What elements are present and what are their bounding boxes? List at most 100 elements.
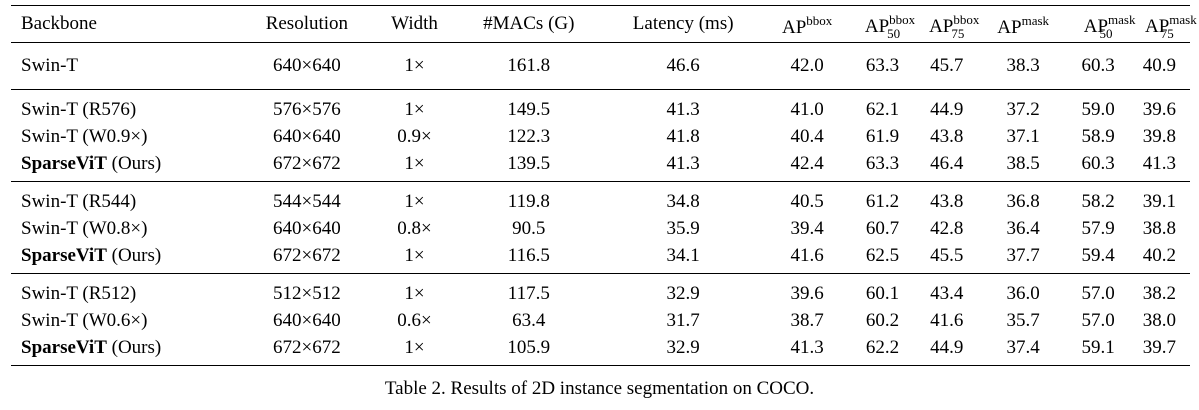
- cell-latency: 31.7: [666, 309, 700, 331]
- cell-latency: 41.8: [666, 125, 700, 147]
- backbone-name: SparseViT: [21, 244, 107, 266]
- cell-ap50-bbox: 60.7: [865, 217, 900, 239]
- cell-ap75-mask: 38.2: [1142, 282, 1176, 304]
- cell-ap50-mask: 60.3: [1081, 55, 1115, 76]
- backbone-name: Swin-T: [21, 55, 78, 76]
- cell-width: 1×: [404, 282, 425, 304]
- cell-ap75-bbox: 44.9: [930, 98, 964, 120]
- table-row: SparseViT (Ours) 672×672 1× 116.5 34.1 41.6 62…: [11, 242, 1190, 274]
- cell-backbone: SparseViT (Ours): [11, 150, 240, 182]
- group-r512: Swin-T (R512) 512×512 1× 117.5 32.9 39.6 60.1 4…: [11, 273, 1190, 366]
- cell-ap-bbox: 38.7: [790, 309, 824, 331]
- group-r544: Swin-T (R544) 544×544 1× 119.8 34.8 40.5 61.2 4…: [11, 181, 1190, 274]
- cell-ap75-mask: 38.8: [1142, 217, 1176, 239]
- cell-macs: 63.4: [512, 309, 546, 331]
- header-ap50-bbox: APbbox50: [850, 6, 916, 43]
- cell-ap75-mask: 40.9: [1142, 55, 1176, 76]
- cell-resolution: 640×640: [273, 217, 341, 239]
- table-row: Swin-T 640×640 1× 161.8 46.6 42.0 63.3 45.7 38.3…: [11, 43, 1190, 90]
- cell-ap50-mask: 58.2: [1081, 190, 1115, 212]
- cell-ap50-mask: 57.0: [1081, 309, 1115, 331]
- cell-ap50-mask: 57.0: [1081, 282, 1115, 304]
- cell-ap75-bbox: 44.9: [930, 336, 964, 358]
- cell-ap75-bbox: 45.7: [930, 55, 964, 76]
- mask-sup: mask: [1021, 12, 1050, 28]
- backbone-name: Swin-T (R544): [21, 190, 137, 212]
- sub-75: 75: [951, 26, 965, 41]
- cell-width: 1×: [404, 244, 425, 266]
- bbox-sup: bbox: [889, 12, 916, 27]
- cell-ap-bbox: 40.5: [790, 190, 824, 212]
- cell-backbone: Swin-T (R576): [11, 90, 240, 124]
- header-ap-bbox: APbbox: [764, 6, 851, 43]
- cell-width: 0.9×: [397, 125, 432, 147]
- cell-resolution: 640×640: [273, 55, 341, 76]
- cell-width: 0.6×: [397, 309, 432, 331]
- cell-macs: 161.8: [507, 55, 551, 76]
- header-row: Backbone Resolution Width #MACs (G) Late…: [11, 6, 1197, 43]
- cell-ap-bbox: 41.3: [790, 336, 824, 358]
- cell-latency: 35.9: [666, 217, 700, 239]
- cell-macs: 122.3: [507, 125, 551, 147]
- cell-ap50-bbox: 60.2: [865, 309, 900, 331]
- cell-ap75-mask: 39.6: [1142, 98, 1176, 120]
- cell-ap-mask: 38.3: [1006, 55, 1040, 76]
- cell-width: 1×: [404, 336, 425, 358]
- cell-resolution: 672×672: [273, 336, 341, 358]
- cell-latency: 41.3: [666, 98, 700, 120]
- mask-sup: mask: [1108, 12, 1136, 27]
- cell-ap50-bbox: 63.3: [865, 152, 900, 174]
- cell-ap50-mask: 59.0: [1081, 98, 1115, 120]
- cell-macs: 139.5: [507, 152, 551, 174]
- cell-ap-mask: 36.8: [1006, 190, 1040, 212]
- cell-backbone: SparseViT (Ours): [11, 334, 240, 366]
- cell-ap75-bbox: 46.4: [930, 152, 964, 174]
- ap-text: AP: [864, 16, 890, 37]
- cell-ap50-bbox: 62.2: [865, 336, 900, 358]
- cell-backbone: SparseViT (Ours): [11, 242, 240, 274]
- cell-ap75-bbox: 43.8: [930, 125, 964, 147]
- cell-backbone: Swin-T (W0.8×): [11, 215, 240, 242]
- cell-macs: 105.9: [507, 336, 551, 358]
- sub-75: 75: [1160, 26, 1174, 41]
- sub-50: 50: [1099, 26, 1113, 41]
- cell-macs: 119.8: [507, 190, 550, 212]
- table-row: Swin-T (R512) 512×512 1× 117.5 32.9 39.6 60.1 4…: [11, 274, 1190, 308]
- cell-resolution: 512×512: [273, 282, 341, 304]
- cell-latency: 46.6: [666, 55, 700, 76]
- cell-resolution: 640×640: [273, 309, 341, 331]
- cell-ap75-mask: 39.1: [1142, 190, 1176, 212]
- cell-ap-bbox: 42.0: [790, 55, 824, 76]
- cell-ap75-mask: 40.2: [1142, 244, 1176, 266]
- cell-width: 1×: [404, 152, 425, 174]
- cell-ap50-bbox: 61.2: [865, 190, 900, 212]
- cell-width: 1×: [404, 190, 425, 212]
- mask-sup: mask: [1169, 12, 1197, 27]
- cell-ap-mask: 36.0: [1006, 282, 1040, 304]
- header-ap75-mask: APmask75: [1129, 6, 1197, 43]
- results-table: Backbone Resolution Width #MACs (G) Late…: [11, 5, 1197, 366]
- cell-ap75-mask: 39.8: [1142, 125, 1176, 147]
- cell-ap75-mask: 39.7: [1142, 336, 1176, 358]
- cell-ap-bbox: 39.6: [790, 282, 824, 304]
- table-header: Backbone Resolution Width #MACs (G) Late…: [11, 5, 1197, 43]
- table-row: Swin-T (R576) 576×576 1× 149.5 41.3 41.0 62.1 4…: [11, 90, 1190, 124]
- cell-backbone: Swin-T (W0.9×): [11, 123, 240, 150]
- backbone-name: Swin-T (W0.8×): [21, 217, 148, 239]
- cell-ap-bbox: 40.4: [790, 125, 824, 147]
- table-caption: Table 2. Results of 2D instance segmenta…: [384, 378, 815, 399]
- cell-ap75-bbox: 42.8: [930, 217, 964, 239]
- backbone-suffix: (Ours): [106, 152, 162, 174]
- cell-ap50-mask: 58.9: [1081, 125, 1115, 147]
- cell-ap-mask: 36.4: [1006, 217, 1040, 239]
- cell-ap50-bbox: 61.9: [865, 125, 900, 147]
- cell-ap75-bbox: 43.8: [930, 190, 964, 212]
- cell-ap50-bbox: 63.3: [865, 55, 900, 76]
- cell-resolution: 640×640: [273, 125, 341, 147]
- header-width: Width: [391, 13, 438, 34]
- cell-ap-mask: 37.4: [1006, 336, 1040, 358]
- table-row: Swin-T (W0.9×) 640×640 0.9× 122.3 41.8 40.4 61…: [11, 123, 1190, 150]
- cell-ap-bbox: 41.6: [790, 244, 824, 266]
- cell-ap-mask: 35.7: [1006, 309, 1040, 331]
- cell-ap75-mask: 38.0: [1142, 309, 1176, 331]
